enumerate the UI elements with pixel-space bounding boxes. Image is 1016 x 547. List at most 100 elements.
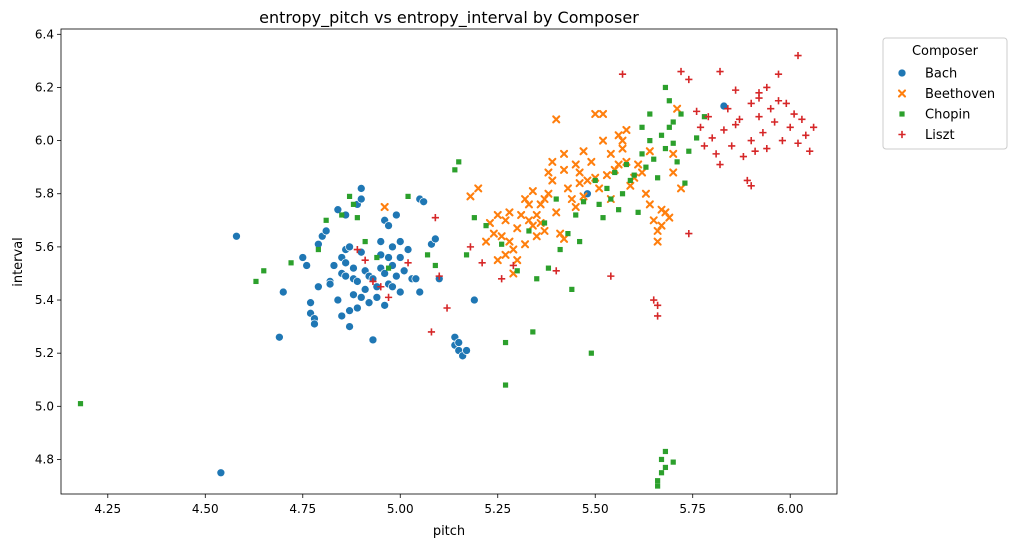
data-point [435,272,443,280]
data-point [774,97,783,105]
data-point [739,152,748,161]
data-point [349,290,358,300]
data-point [569,286,575,292]
data-point [639,124,645,130]
data-point [376,237,386,246]
data-point [592,177,598,184]
data-point [658,456,665,463]
data-point [392,210,401,220]
data-point [532,232,541,241]
data-point [643,164,649,170]
data-point [380,202,389,212]
data-point [747,99,755,107]
data-point [658,470,665,476]
data-point [763,83,771,92]
data-point [329,261,339,270]
data-point [704,113,712,121]
y-tick-label: 4.8 [35,452,54,466]
data-point [403,245,413,254]
data-point [501,216,510,225]
data-point [261,268,267,274]
legend-marker [897,68,907,78]
data-point [591,109,600,119]
data-point [509,261,517,270]
data-point [651,156,657,162]
data-point [712,150,720,158]
data-point [337,311,347,321]
data-point [395,287,405,297]
data-point [763,144,771,153]
data-point [513,224,522,233]
data-point [534,276,540,282]
data-point [369,277,377,286]
data-point [751,147,759,155]
data-point [641,189,650,198]
data-point [662,448,669,455]
legend-items: Bach Beethoven Chopin Liszt [897,67,995,143]
y-tick-label: 6.2 [35,80,54,94]
data-point [548,176,557,185]
data-point [557,246,563,253]
data-point [501,250,510,259]
data-point [567,195,576,204]
data-point [415,287,425,297]
data-point [478,259,486,267]
data-point [674,159,680,165]
data-point [653,237,662,246]
legend-marker [897,89,907,98]
data-point [345,322,354,331]
data-point [716,67,724,76]
data-point [372,293,382,302]
data-point [682,180,688,186]
data-point [427,328,436,336]
data-point [481,237,491,246]
data-point [798,115,806,123]
data-point [767,105,775,113]
data-point [341,271,351,281]
data-point [600,215,606,221]
data-point [528,187,537,196]
data-point [360,285,370,294]
x-tick-label: 4.25 [94,502,121,516]
y-tick-label: 5.0 [35,399,54,413]
data-point [432,262,438,269]
data-point [302,261,312,270]
data-point [544,168,553,177]
data-point [505,237,514,246]
data-point [532,210,541,220]
data-point [288,260,294,266]
data-point [469,295,479,305]
data-point [509,245,518,254]
data-point [489,229,498,238]
data-point [658,132,665,138]
data-point [806,147,814,155]
data-point [657,221,666,230]
data-point [618,144,627,153]
data-point [649,216,658,225]
data-point [333,295,343,305]
data-point [530,329,536,335]
data-point [708,134,716,142]
data-point [607,272,615,280]
data-point [314,282,323,292]
data-point [462,346,471,355]
data-point [794,51,802,60]
data-point [298,253,308,262]
x-tick-label: 5.00 [387,502,414,516]
legend-title: Composer [912,44,979,59]
plot-frame [60,28,838,495]
data-point [505,208,514,217]
data-point [559,165,569,174]
data-point [524,200,533,209]
data-point [608,196,614,202]
data-point [384,293,393,301]
data-point [678,111,684,117]
data-point [662,84,669,91]
data-point [385,265,392,271]
data-point [345,242,354,252]
legend: Composer Bach Beethoven Chopin Liszt [882,37,1008,150]
data-point [790,110,798,118]
data-point [732,121,740,129]
data-point [356,293,366,302]
